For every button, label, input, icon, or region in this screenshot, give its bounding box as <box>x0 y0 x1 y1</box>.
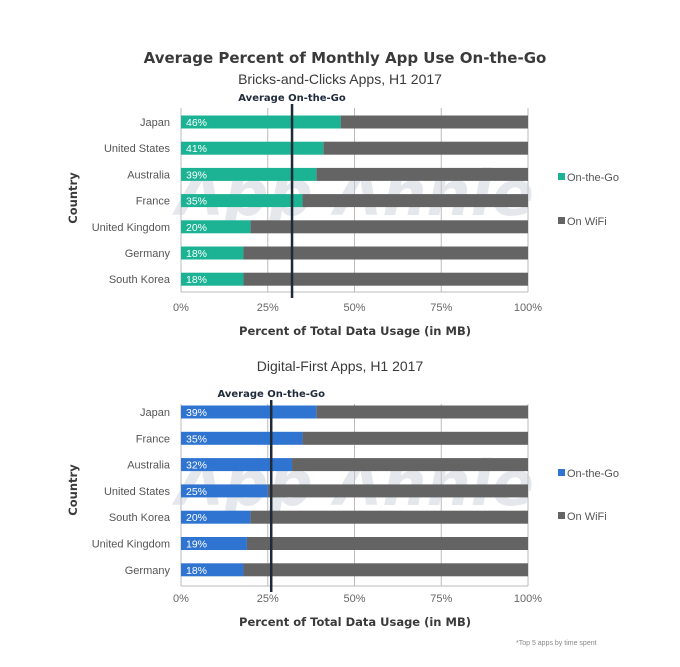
bar-on-wifi <box>340 115 528 129</box>
bar-on-wifi <box>246 537 528 550</box>
average-line-label: Average On-the-Go <box>217 389 325 400</box>
chart-bricks-and-clicks: Bricks-and-Clicks Apps, H1 2017 0% 25% 50% 7… <box>66 71 619 338</box>
x-axis-title: Percent of Total Data Usage (in MB) <box>239 615 471 629</box>
bar-on-the-go <box>181 484 268 498</box>
bar-on-the-go <box>181 458 293 472</box>
legend-swatch-on-the-go <box>558 469 565 476</box>
data-label: 20% <box>186 222 207 234</box>
bar-on-the-go <box>181 115 341 129</box>
data-label: 46% <box>186 117 207 129</box>
bar-on-wifi <box>316 405 528 419</box>
bar-on-wifi <box>243 246 528 260</box>
category-label: Australia <box>127 460 171 472</box>
bar-on-wifi <box>250 510 528 524</box>
x-tick-label: 25% <box>257 302 279 314</box>
bar-on-wifi <box>243 272 528 286</box>
x-tick-label: 25% <box>257 593 279 605</box>
watermark: App Annie <box>171 447 534 520</box>
category-label: Japan <box>140 117 170 129</box>
data-label: 20% <box>186 512 207 524</box>
bar-on-the-go <box>181 563 244 577</box>
data-label: 35% <box>186 196 207 208</box>
bar-on-the-go <box>181 220 251 234</box>
data-label: 39% <box>186 407 207 419</box>
x-tick-label: 50% <box>343 593 365 605</box>
bar-on-the-go <box>181 510 251 524</box>
legend-label-on-the-go: On-the-Go <box>567 468 619 480</box>
data-label: 41% <box>186 143 207 155</box>
footnote: *Top 5 apps by time spent <box>516 640 597 647</box>
legend-label-on-wifi: On WiFi <box>567 216 607 228</box>
chart-subtitle: Bricks-and-Clicks Apps, H1 2017 <box>238 71 442 87</box>
x-tick-label: 0% <box>173 302 189 314</box>
category-label: South Korea <box>109 274 171 286</box>
legend-swatch-on-wifi <box>558 217 565 224</box>
bar-on-the-go <box>181 272 244 286</box>
data-label: 39% <box>186 169 207 181</box>
bar-on-wifi <box>250 220 528 234</box>
data-label: 18% <box>186 248 207 260</box>
main-title: Average Percent of Monthly App Use On-th… <box>144 49 547 67</box>
legend-swatch-on-the-go <box>558 173 565 180</box>
bar-on-wifi <box>292 458 528 472</box>
y-axis-title: Country <box>66 464 80 516</box>
x-tick-label: 75% <box>430 302 452 314</box>
y-axis-title: Country <box>66 172 80 224</box>
data-label: 18% <box>186 565 207 577</box>
bar-on-wifi <box>316 167 528 181</box>
x-tick-label: 100% <box>514 593 542 605</box>
category-label: United States <box>104 143 171 155</box>
bar-on-the-go <box>181 167 317 181</box>
x-tick-label: 75% <box>430 593 452 605</box>
data-label: 19% <box>186 539 207 551</box>
chart-subtitle: Digital-First Apps, H1 2017 <box>257 358 424 374</box>
bar-on-the-go <box>181 537 247 550</box>
data-label: 18% <box>186 274 207 286</box>
data-label: 25% <box>186 486 207 498</box>
bar-on-wifi <box>323 141 528 155</box>
bar-on-the-go <box>181 246 244 260</box>
category-label: France <box>136 433 170 445</box>
bar-on-wifi <box>267 484 528 498</box>
x-tick-label: 100% <box>514 302 542 314</box>
x-tick-label: 0% <box>173 593 189 605</box>
chart-digital-first: Digital-First Apps, H1 2017 0% 25% 50% 75% 10… <box>66 358 619 629</box>
x-axis-title: Percent of Total Data Usage (in MB) <box>239 324 471 338</box>
bar-on-the-go <box>181 194 303 208</box>
category-label: South Korea <box>109 512 171 524</box>
legend-label-on-wifi: On WiFi <box>567 511 607 523</box>
legend-label-on-the-go: On-the-Go <box>567 172 619 184</box>
category-label: United States <box>104 486 171 498</box>
category-label: United Kingdom <box>92 539 170 551</box>
data-label: 35% <box>186 433 207 445</box>
category-label: Japan <box>140 407 170 419</box>
average-line-label: Average On-the-Go <box>238 93 346 104</box>
bar-on-the-go <box>181 405 317 419</box>
category-label: United Kingdom <box>92 222 170 234</box>
bar-on-wifi <box>302 431 528 445</box>
bar-on-wifi <box>302 194 528 208</box>
category-label: France <box>136 196 170 208</box>
bar-on-the-go <box>181 141 324 155</box>
category-label: Australia <box>127 169 171 181</box>
bar-on-wifi <box>243 563 528 577</box>
category-label: Germany <box>125 565 171 577</box>
data-label: 32% <box>186 460 207 472</box>
category-label: Germany <box>125 248 171 260</box>
x-tick-label: 50% <box>343 302 365 314</box>
legend-swatch-on-wifi <box>558 512 565 519</box>
